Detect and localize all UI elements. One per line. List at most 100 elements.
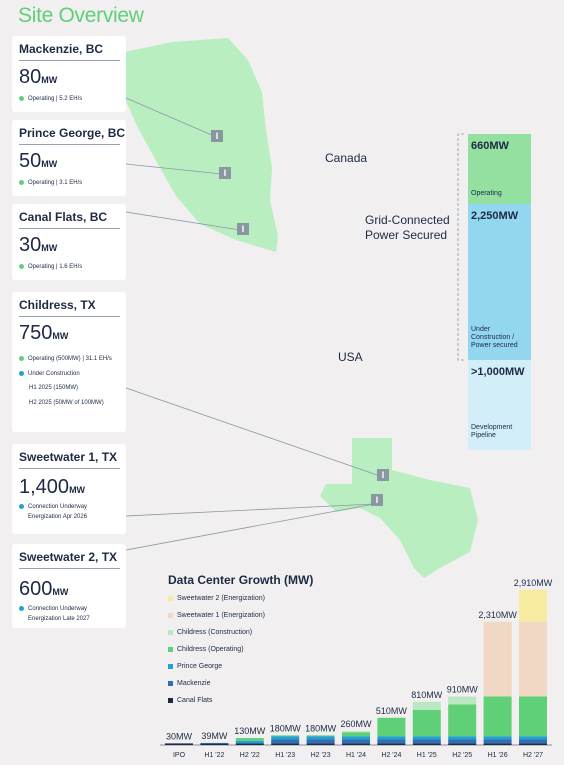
site-status: Operating | 5.2 EH/s — [19, 96, 82, 102]
bar-segment-prince-george — [448, 736, 477, 740]
divider — [19, 468, 120, 469]
bar-total-label: 30MW — [166, 731, 193, 741]
site-status: Operating (500MW) | 31.1 EH/s — [19, 356, 112, 362]
site-marker-mackenzie[interactable]: I — [211, 130, 223, 142]
bar-segment-canal-flats — [377, 743, 406, 745]
site-name: Sweetwater 2, TX — [19, 550, 118, 564]
bar-total-label: 260MW — [340, 719, 372, 729]
bar-segment-childress-operating — [342, 732, 370, 737]
bar-segment-prince-george — [271, 736, 300, 740]
site-marker-canal-flats[interactable]: I — [237, 223, 249, 235]
bar-segment-prince-george — [306, 736, 335, 740]
page-title: Site Overview — [18, 4, 144, 27]
bar-segment-childress-operating — [448, 704, 477, 737]
legend-item-childress-construction: Childress (Construction) — [168, 629, 252, 636]
bar-total-label: 810MW — [411, 690, 443, 700]
power-bracket — [457, 133, 464, 361]
site-marker-sweetwater[interactable]: I — [371, 494, 383, 506]
status-dot — [19, 356, 24, 361]
bar-segment-mackenzie — [448, 739, 477, 744]
bar-segment-prince-george — [483, 736, 512, 740]
site-status: Connection Underway — [19, 606, 87, 612]
bar-segment-childress-operating — [519, 696, 547, 737]
bar-segment-prince-george — [235, 740, 264, 744]
bar-segment-prince-george — [342, 736, 370, 740]
bar-segment-canal-flats — [165, 743, 193, 745]
bar-segment-childress-operating — [306, 735, 335, 737]
divider — [19, 228, 120, 229]
divider — [19, 144, 120, 145]
bar-segment-childress-construction — [342, 731, 370, 733]
legend-swatch — [168, 612, 173, 618]
site-name: Mackenzie, BC — [19, 42, 104, 56]
site-card-childress: Childress, TX 750MW Operating (500MW) | … — [12, 292, 126, 432]
grid-label-line1: Grid-Connected — [365, 213, 450, 227]
x-tick-label: H1 '24 — [346, 752, 366, 759]
connector-canal-flats — [125, 211, 241, 231]
x-tick-label: H1 '25 — [417, 752, 437, 759]
connector-prince-george — [125, 163, 223, 175]
bar-segment-mackenzie — [519, 739, 547, 744]
site-status-construction: Under Construction — [19, 371, 80, 377]
site-energization: Energization Apr 2026 — [28, 514, 88, 520]
legend-swatch — [168, 646, 173, 652]
status-dot — [19, 264, 24, 269]
power-value: 660MW — [471, 140, 509, 152]
bar-segment-canal-flats — [235, 743, 264, 745]
bar-segment-mackenzie — [306, 739, 335, 744]
power-segment-pipeline: >1,000MW Development Pipeline — [468, 360, 531, 450]
legend-item-sweetwater-2: Sweetwater 2 (Energization) — [168, 595, 265, 602]
site-card-sweetwater-1: Sweetwater 1, TX 1,400MW Connection Unde… — [12, 444, 126, 534]
bar-segment-childress-construction — [448, 696, 477, 705]
x-tick-label: H2 '22 — [240, 752, 260, 759]
chart-title: Data Center Growth (MW) — [168, 573, 314, 587]
x-tick-label: H2 '24 — [381, 752, 401, 759]
power-label: Under Construction / Power secured — [471, 326, 518, 349]
power-value: 2,250MW — [471, 210, 519, 222]
legend-swatch — [168, 595, 173, 601]
divider — [19, 316, 120, 317]
connector-sweetwater-1 — [125, 503, 375, 517]
legend-swatch — [168, 663, 173, 669]
legend-swatch — [168, 680, 173, 686]
bar-segment-canal-flats — [519, 743, 547, 745]
bar-segment-childress-operating — [377, 717, 406, 737]
site-card-mackenzie: Mackenzie, BC 80MW Operating | 5.2 EH/s — [12, 36, 126, 112]
legend-item-sweetwater-1: Sweetwater 1 (Energization) — [168, 612, 265, 619]
bar-segment-mackenzie — [412, 739, 441, 744]
bar-total-label: 39MW — [201, 731, 228, 741]
x-tick-label: H2 '25 — [452, 752, 472, 759]
site-capacity: 750MW — [19, 322, 69, 344]
bar-segment-canal-flats — [342, 743, 370, 745]
bar-segment-canal-flats — [483, 743, 512, 745]
status-dot — [19, 96, 24, 101]
status-dot — [19, 180, 24, 185]
site-card-prince-george: Prince George, BC 50MW Operating | 3.1 E… — [12, 120, 126, 196]
bar-segment-prince-george — [377, 736, 406, 740]
bar-segment-sweetwater-1-energization — [519, 621, 547, 697]
bar-total-label: 2,910MW — [514, 578, 553, 588]
usa-label: USA — [338, 350, 363, 364]
power-value: >1,000MW — [471, 366, 525, 378]
bar-total-label: 180MW — [305, 723, 337, 733]
legend-swatch — [168, 697, 173, 703]
site-marker-prince-george[interactable]: I — [219, 167, 231, 179]
bar-segment-sweetwater-1-energization — [483, 621, 512, 697]
site-status: Connection Underway — [19, 504, 87, 510]
site-marker-childress[interactable]: I — [377, 469, 389, 481]
canada-label: Canada — [325, 151, 368, 165]
site-capacity: 80MW — [19, 66, 58, 88]
site-capacity: 30MW — [19, 234, 58, 256]
site-status: Operating | 3.1 EH/s — [19, 180, 82, 186]
x-tick-label: H1 '22 — [204, 752, 224, 759]
power-segment-construction: 2,250MW Under Construction / Power secur… — [468, 204, 531, 360]
bar-segment-childress-operating — [412, 709, 441, 737]
x-tick-label: H2 '23 — [311, 752, 331, 759]
x-tick-label: H1 '26 — [488, 752, 508, 759]
bar-total-label: 2,310MW — [478, 610, 517, 620]
bar-segment-mackenzie — [483, 739, 512, 744]
x-tick-label: H1 '23 — [275, 752, 295, 759]
bar-total-label: 510MW — [376, 706, 408, 716]
status-dot — [19, 606, 24, 611]
